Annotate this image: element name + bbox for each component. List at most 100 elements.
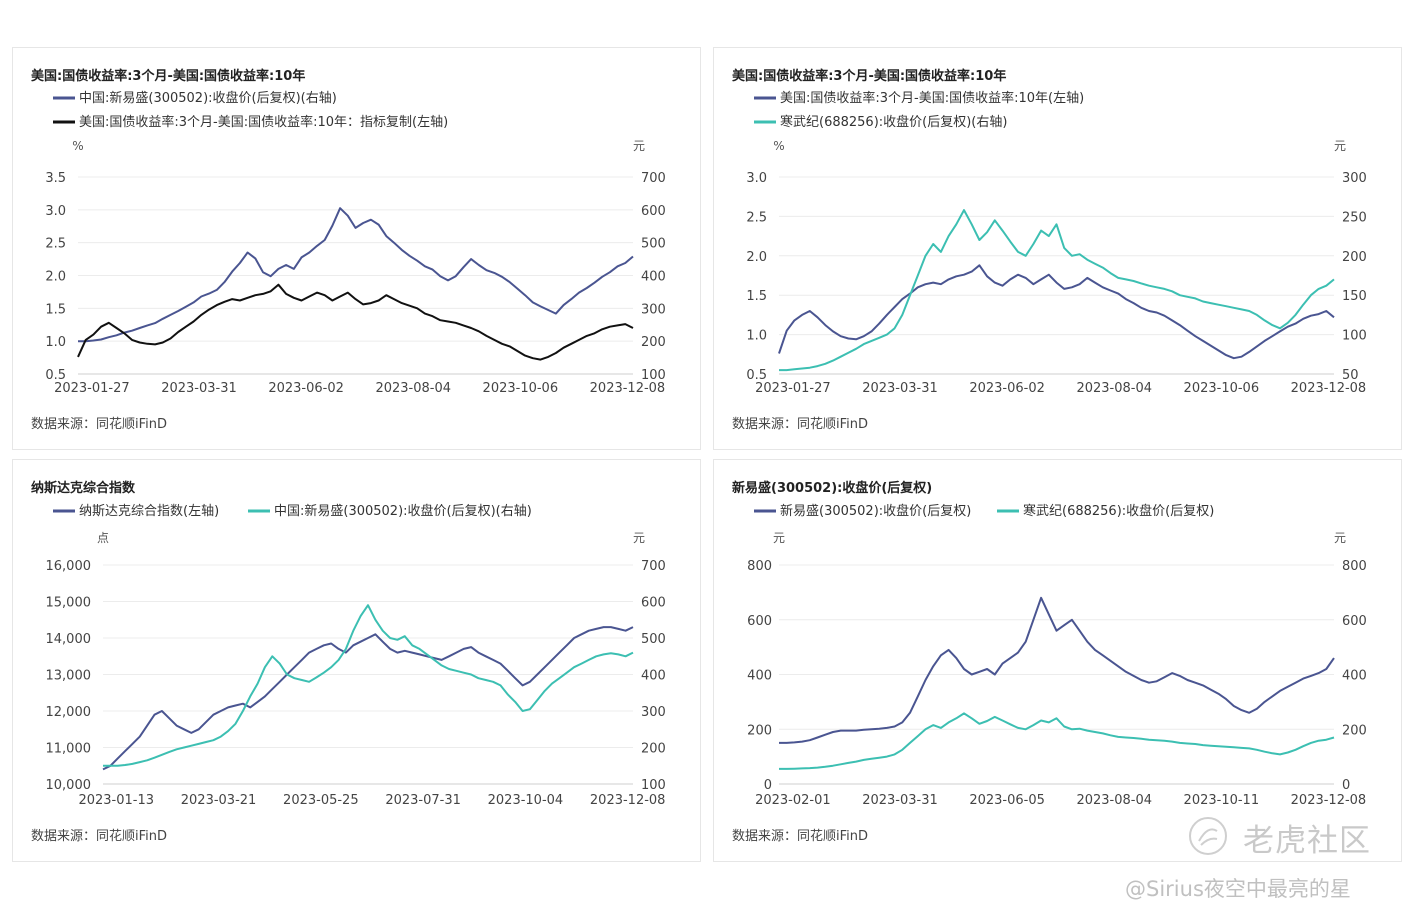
chart-svg-2: 美国:国债收益率:3个月-美国:国债收益率:10年美国:国债收益率:3个月-美国…: [732, 68, 1367, 432]
data-source-label: 数据来源：同花顺iFinD: [31, 416, 167, 432]
left-tick-label: 1.5: [45, 302, 66, 317]
x-tick-label: 2023-01-13: [78, 793, 154, 808]
right-axis-unit: 元: [1334, 139, 1346, 153]
right-tick-label: 700: [641, 559, 666, 574]
right-tick-label: 200: [1342, 723, 1367, 738]
left-tick-label: 1.0: [746, 329, 767, 344]
left-tick-label: 2.5: [746, 210, 767, 225]
chart-title: 新易盛(300502):收盘价(后复权): [732, 480, 932, 496]
legend-label: 中国:新易盛(300502):收盘价(后复权)(右轴): [79, 90, 337, 106]
left-tick-label: 13,000: [46, 669, 92, 684]
x-tick-label: 2023-02-01: [755, 793, 831, 808]
legend-label: 纳斯达克综合指数(左轴): [79, 504, 219, 519]
x-tick-label: 2023-06-02: [268, 381, 344, 396]
left-tick-label: 11,000: [46, 742, 92, 757]
left-tick-label: 600: [747, 614, 772, 629]
right-tick-label: 0: [1342, 778, 1350, 793]
x-tick-label: 2023-06-02: [969, 381, 1045, 396]
left-axis-unit: %: [72, 139, 83, 153]
right-tick-label: 100: [641, 778, 666, 793]
left-tick-label: 14,000: [46, 632, 92, 647]
chart-title: 美国:国债收益率:3个月-美国:国债收益率:10年: [31, 68, 305, 84]
x-tick-label: 2023-10-06: [483, 381, 559, 396]
right-tick-label: 600: [641, 204, 666, 219]
right-tick-label: 150: [1342, 289, 1367, 304]
left-tick-label: 2.0: [746, 250, 767, 265]
left-tick-label: 16,000: [46, 559, 92, 574]
x-tick-label: 2023-10-04: [488, 793, 564, 808]
series-line: [78, 207, 634, 343]
right-tick-label: 600: [641, 596, 666, 611]
x-tick-label: 2023-08-04: [1076, 793, 1152, 808]
x-tick-label: 2023-10-06: [1184, 381, 1260, 396]
left-axis-unit: %: [773, 139, 784, 153]
legend-label: 新易盛(300502):收盘价(后复权): [780, 503, 971, 519]
x-tick-label: 2023-07-31: [385, 793, 461, 808]
left-tick-label: 15,000: [46, 596, 92, 611]
right-tick-label: 300: [1342, 171, 1367, 186]
left-tick-label: 3.5: [45, 171, 66, 186]
right-tick-label: 250: [1342, 210, 1367, 225]
right-tick-label: 700: [641, 171, 666, 186]
right-tick-label: 800: [1342, 559, 1367, 574]
x-tick-label: 2023-03-31: [862, 381, 938, 396]
series-line: [779, 209, 1335, 372]
left-tick-label: 2.5: [45, 237, 66, 252]
tiger-logo-icon: [1189, 817, 1227, 855]
x-tick-label: 2023-08-04: [1076, 381, 1152, 396]
legend-label: 美国:国债收益率:3个月-美国:国债收益率:10年(左轴): [780, 90, 1084, 106]
series-line: [779, 596, 1335, 744]
series-line: [77, 283, 634, 361]
watermark-user: @Sirius夜空中最亮的星: [1125, 877, 1351, 901]
left-tick-label: 400: [747, 669, 772, 684]
left-tick-label: 1.0: [45, 335, 66, 350]
right-axis-unit: 元: [633, 139, 645, 153]
x-tick-label: 2023-12-08: [1291, 793, 1367, 808]
right-tick-label: 400: [641, 669, 666, 684]
right-tick-label: 100: [1342, 329, 1367, 344]
right-tick-label: 300: [641, 705, 666, 720]
series-line: [102, 626, 634, 771]
left-axis-unit: 元: [773, 531, 785, 545]
data-source-label: 数据来源：同花顺iFinD: [732, 416, 868, 432]
right-tick-label: 400: [641, 270, 666, 285]
data-source-label: 数据来源：同花顺iFinD: [732, 828, 868, 844]
right-tick-label: 500: [641, 237, 666, 252]
x-tick-label: 2023-12-08: [1291, 381, 1367, 396]
right-tick-label: 500: [641, 632, 666, 647]
chart-title: 美国:国债收益率:3个月-美国:国债收益率:10年: [732, 68, 1006, 84]
right-tick-label: 50: [1342, 368, 1359, 383]
right-axis-unit: 元: [1334, 531, 1346, 545]
right-axis-unit: 元: [633, 531, 645, 545]
legend-label: 寒武纪(688256):收盘价(后复权)(右轴): [780, 114, 1007, 130]
chart-panel-4: 新易盛(300502):收盘价(后复权) 新易盛(300502):收盘价(后复权)…: [713, 459, 1402, 862]
left-tick-label: 800: [747, 559, 772, 574]
left-tick-label: 12,000: [46, 705, 92, 720]
x-tick-label: 2023-01-27: [755, 381, 831, 396]
left-axis-unit: 点: [97, 531, 109, 545]
x-tick-label: 2023-03-31: [862, 793, 938, 808]
chart-panel-2: 美国:国债收益率:3个月-美国:国债收益率:10年美国:国债收益率:3个月-美国…: [713, 47, 1402, 450]
left-tick-label: 10,000: [46, 778, 92, 793]
x-tick-label: 2023-12-08: [590, 793, 666, 808]
chart-svg-1: 美国:国债收益率:3个月-美国:国债收益率:10年中国:新易盛(300502):…: [31, 68, 666, 432]
left-tick-label: 3.0: [746, 171, 767, 186]
series-line: [778, 264, 1335, 360]
left-tick-label: 200: [747, 723, 772, 738]
data-source-label: 数据来源：同花顺iFinD: [31, 828, 167, 844]
series-line: [103, 604, 634, 767]
chart-panel-1: 美国:国债收益率:3个月-美国:国债收益率:10年中国:新易盛(300502):…: [12, 47, 701, 450]
x-tick-label: 2023-03-21: [181, 793, 257, 808]
chart-panel-3: 纳斯达克综合指数 纳斯达克综合指数(左轴) 中国:新易盛(300502):收盘价(后…: [12, 459, 701, 862]
x-tick-label: 2023-05-25: [283, 793, 359, 808]
right-tick-label: 200: [641, 742, 666, 757]
chart-svg-4: 新易盛(300502):收盘价(后复权) 新易盛(300502):收盘价(后复权)…: [732, 480, 1367, 844]
right-tick-label: 400: [1342, 669, 1367, 684]
series-line: [779, 712, 1335, 770]
left-tick-label: 2.0: [45, 270, 66, 285]
right-tick-label: 100: [641, 368, 666, 383]
left-tick-label: 0: [764, 778, 772, 793]
left-tick-label: 0.5: [746, 368, 767, 383]
x-tick-label: 2023-01-27: [54, 381, 130, 396]
